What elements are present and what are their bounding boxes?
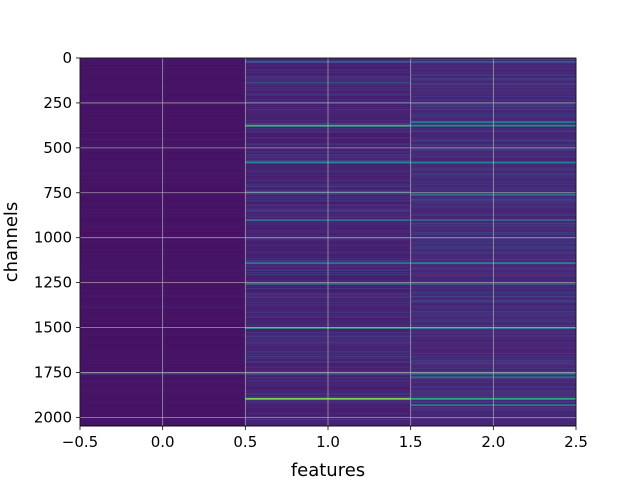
x-tick-label: 1.5 <box>399 433 423 451</box>
y-tick-label: 1000 <box>34 229 72 247</box>
y-tick-label: 500 <box>43 139 72 157</box>
x-tick-label: 2.0 <box>481 433 505 451</box>
y-axis-title: channels <box>1 202 22 283</box>
x-axis-title: features <box>291 460 365 480</box>
y-tick-label: 1500 <box>34 319 72 337</box>
y-tick-label: 1250 <box>34 274 72 292</box>
y-axis: 0 250 500 750 1000 1250 1500 1750 2000 <box>34 49 80 426</box>
x-tick-label: 0.5 <box>233 433 257 451</box>
y-tick-label: 1750 <box>34 363 72 381</box>
x-tick-label: 1.0 <box>316 433 340 451</box>
y-tick-label: 2000 <box>34 408 72 426</box>
x-axis: −0.5 0.0 0.5 1.0 1.5 2.0 2.5 <box>62 426 588 451</box>
y-tick-label: 750 <box>43 184 72 202</box>
y-tick-label: 0 <box>62 49 72 67</box>
x-tick-label: −0.5 <box>62 433 98 451</box>
y-tick-label: 250 <box>43 94 72 112</box>
grid-lines <box>79 57 577 426</box>
x-tick-label: 2.5 <box>564 433 588 451</box>
x-tick-label: 0.0 <box>151 433 175 451</box>
